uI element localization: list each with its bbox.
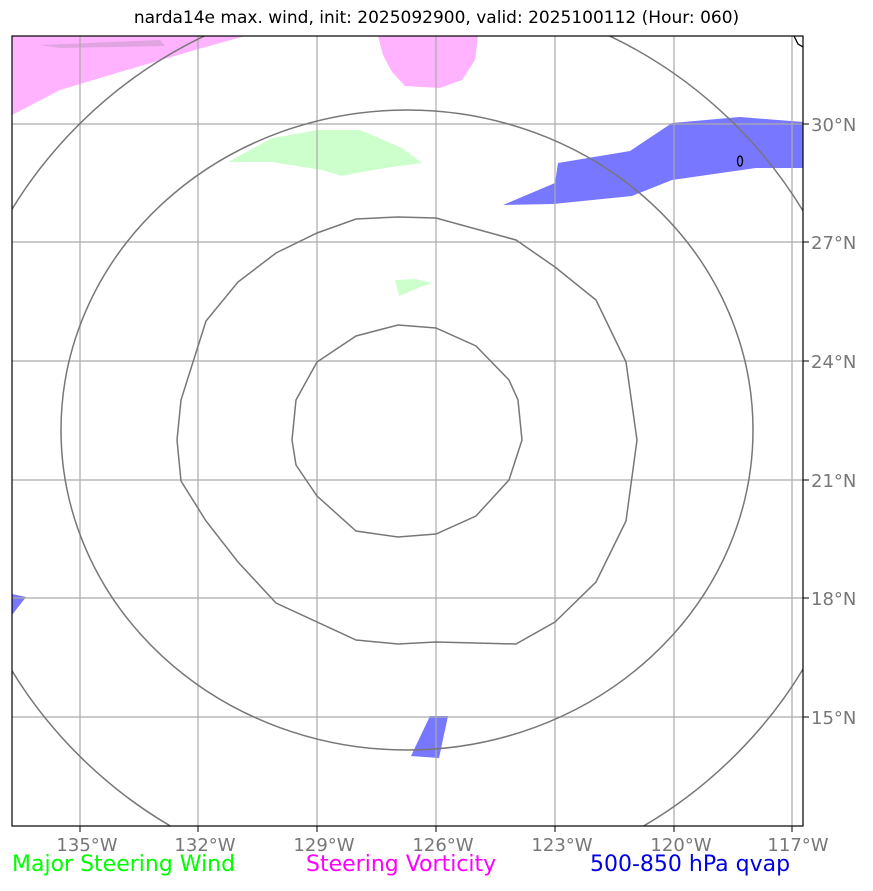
lat-label-30n: 30°N <box>811 115 856 136</box>
lon-label-123w: 123°W <box>531 835 592 856</box>
lon-label-129w: 129°W <box>293 835 354 856</box>
qvap-region-northeast <box>503 117 803 205</box>
lon-label-120w: 120°W <box>650 835 711 856</box>
lat-label-18n: 18°N <box>811 589 856 610</box>
map-frame <box>11 35 804 827</box>
qvap-region-west <box>12 594 26 615</box>
vorticity-band-dark <box>40 40 165 48</box>
range-ring-2 <box>176 216 638 645</box>
legend-steering-vorticity: Steering Vorticity <box>306 852 497 877</box>
lat-label-24n: 24°N <box>811 352 856 373</box>
vorticity-region-north <box>378 36 478 88</box>
lat-label-15n: 15°N <box>811 708 856 729</box>
qvap-region-south <box>411 716 448 758</box>
wind-region-north <box>228 130 422 176</box>
legend-qvap: 500-850 hPa qvap <box>590 852 791 877</box>
range-ring-1 <box>291 324 523 538</box>
wind-contour-corner <box>793 36 803 48</box>
lon-label-117w: 117°W <box>767 835 828 856</box>
lon-label-135w: 135°W <box>56 835 117 856</box>
lat-label-21n: 21°N <box>811 471 856 492</box>
vorticity-region-northwest <box>12 36 245 115</box>
wind-contour-small <box>736 155 744 167</box>
legend-steering-wind: Major Steering Wind <box>12 852 236 877</box>
lon-label-126w: 126°W <box>412 835 473 856</box>
wind-region-center <box>395 279 432 296</box>
range-ring-3 <box>60 109 754 751</box>
map-title: narda14e max. wind, init: 2025092900, va… <box>133 8 740 28</box>
lat-label-27n: 27°N <box>811 233 856 254</box>
lon-label-132w: 132°W <box>174 835 235 856</box>
